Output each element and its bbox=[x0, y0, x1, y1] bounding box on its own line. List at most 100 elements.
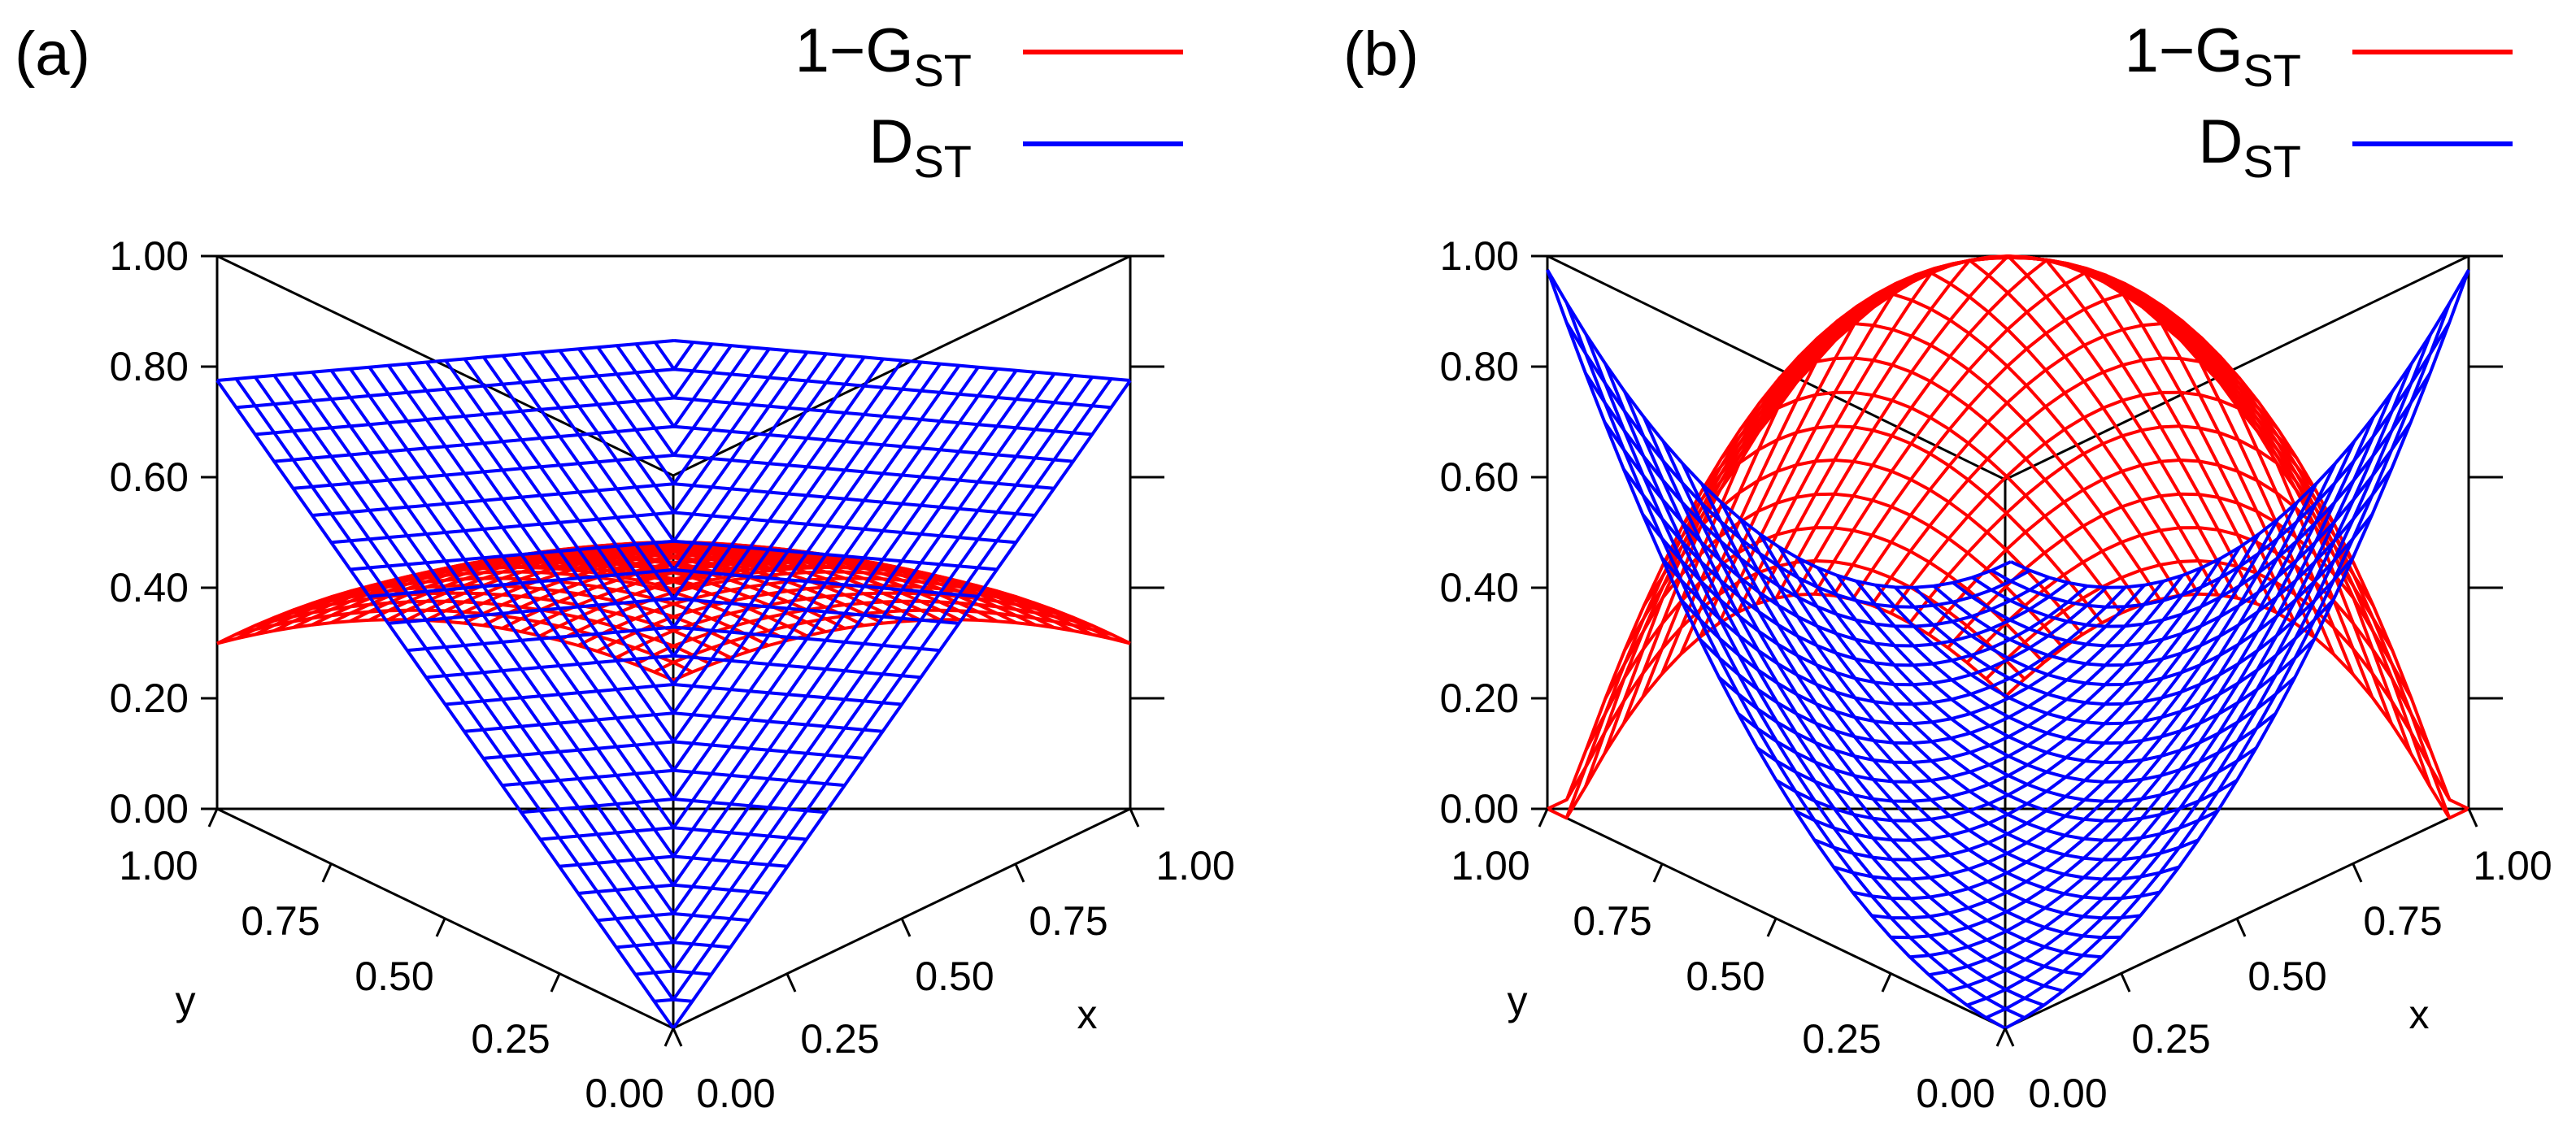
mesh-line-gst bbox=[615, 591, 1074, 659]
panel-label: (b) bbox=[1343, 20, 1419, 89]
x-axis-label: x bbox=[1077, 992, 1098, 1037]
z-tick-label: 1.00 bbox=[110, 233, 189, 279]
mesh-line-gst bbox=[216, 566, 675, 645]
z-tick-2: 0.40 bbox=[110, 565, 1164, 610]
z-tick-1: 0.20 bbox=[1440, 676, 2503, 721]
mesh-line-dst bbox=[1717, 574, 2184, 764]
y-axis-label: y bbox=[176, 978, 196, 1023]
mesh-line-dst bbox=[1928, 390, 2395, 977]
mesh-line-dst bbox=[1795, 532, 2261, 842]
mesh-line-dst bbox=[1546, 268, 2012, 589]
mesh-line-gst bbox=[1812, 271, 2279, 595]
mesh-line-dst bbox=[1833, 502, 2299, 881]
mesh-line-gst bbox=[1832, 292, 2299, 597]
mesh-line-dst bbox=[216, 339, 675, 382]
mesh-line-dst bbox=[1852, 483, 2318, 901]
mesh-line-dst bbox=[445, 359, 904, 706]
mesh-line-gst bbox=[1889, 390, 2356, 615]
mesh-line-dst bbox=[1985, 302, 2452, 1019]
mesh-line-dst bbox=[425, 358, 885, 680]
z-tick-label: 0.00 bbox=[110, 786, 189, 832]
mesh-line-dst bbox=[236, 341, 695, 410]
mesh-line-gst bbox=[1870, 356, 2337, 606]
mesh-line-dst bbox=[559, 369, 1018, 868]
mesh-line-dst bbox=[1909, 416, 2375, 959]
mesh-line-dst bbox=[407, 356, 866, 653]
mesh-line-dst bbox=[1564, 321, 2031, 609]
z-tick-2: 0.40 bbox=[1440, 565, 2503, 610]
mesh-line-dst bbox=[2004, 269, 2470, 1030]
mesh-line-dst bbox=[1871, 463, 2337, 920]
mesh-line-dst bbox=[1603, 421, 2069, 648]
mesh-line-gst bbox=[254, 556, 713, 637]
mesh-line-dst bbox=[502, 364, 961, 788]
legend-label-dst: DST bbox=[2199, 107, 2301, 187]
z-tick-label: 0.60 bbox=[1440, 454, 1519, 500]
z-tick-4: 0.80 bbox=[1440, 344, 2503, 389]
mesh-line-dst bbox=[388, 354, 847, 625]
y-tick-label: 1.00 bbox=[1451, 843, 1530, 889]
surface-layer bbox=[215, 339, 1132, 1030]
z-tick-label: 1.00 bbox=[1440, 233, 1519, 279]
z-tick-0: 0.00 bbox=[110, 786, 1164, 832]
x-tick-label: 1.00 bbox=[1155, 843, 1234, 889]
mesh-line-dst bbox=[273, 344, 733, 463]
mesh-line-dst bbox=[1679, 584, 2146, 726]
mesh-line-dst bbox=[350, 351, 809, 571]
mesh-line-gst bbox=[235, 560, 694, 641]
mesh-line-dst bbox=[272, 374, 731, 949]
y-tick-label: 0.25 bbox=[1802, 1016, 1881, 1062]
mesh-line-dst bbox=[1756, 557, 2222, 803]
y-axis-label: y bbox=[1508, 978, 1528, 1023]
x-tick-label: 0.25 bbox=[800, 1016, 879, 1062]
surface-gst bbox=[1547, 254, 2469, 820]
surface-layer bbox=[1546, 254, 2470, 1030]
mesh-line-dst bbox=[520, 366, 980, 815]
x-tick-label: 0.75 bbox=[1029, 898, 1107, 944]
x-axis: 0.00 0.25 0.50 0.75 1.00 x bbox=[2004, 808, 2552, 1116]
x-tick-label: 0.00 bbox=[696, 1071, 775, 1116]
y-tick-label: 1.00 bbox=[119, 843, 198, 889]
x-axis: 0.00 0.25 0.50 0.75 1.00 x bbox=[672, 808, 1235, 1116]
mesh-line-dst bbox=[255, 342, 714, 437]
mesh-line-dst bbox=[1737, 567, 2204, 784]
y-tick-label: 0.50 bbox=[355, 954, 433, 999]
surface-dst bbox=[215, 339, 1132, 1030]
mesh-line-dst bbox=[331, 350, 790, 545]
z-tick-label: 0.20 bbox=[110, 676, 189, 721]
mesh-line-dst bbox=[1775, 545, 2242, 823]
panel-b: (b) 1−GST DST 0.00 0.20 0.40 0.60 0.80 1… bbox=[1343, 16, 2552, 1116]
mesh-line-dst bbox=[1891, 441, 2356, 940]
mesh-line-gst bbox=[2004, 592, 2469, 820]
z-tick-5: 1.00 bbox=[110, 233, 1164, 279]
mesh-line-dst bbox=[540, 367, 999, 841]
legend: 1−GST DST bbox=[795, 16, 1183, 187]
x-tick-label: 0.00 bbox=[2028, 1071, 2107, 1116]
mesh-line-dst bbox=[577, 348, 1036, 517]
mesh-line-dst bbox=[616, 374, 1075, 949]
panel-a: (a) 1−GST DST 0.00 0.20 0.40 0.60 0.80 1… bbox=[15, 16, 1235, 1116]
mesh-line-dst bbox=[597, 372, 1056, 923]
mesh-line-dst bbox=[1813, 518, 2280, 862]
x-tick-label: 0.75 bbox=[2363, 898, 2442, 944]
mesh-line-gst bbox=[1794, 259, 2261, 596]
legend-label-dst: DST bbox=[869, 107, 972, 187]
y-tick-label: 0.75 bbox=[1573, 898, 1651, 944]
z-axis: 0.00 0.20 0.40 0.60 0.80 1.00 bbox=[110, 233, 1164, 832]
mesh-line-gst bbox=[653, 608, 1112, 674]
mesh-line-gst bbox=[1908, 424, 2375, 624]
y-tick-label: 0.25 bbox=[471, 1016, 550, 1062]
legend: 1−GST DST bbox=[2125, 16, 2513, 187]
mesh-line-dst bbox=[1947, 363, 2413, 993]
mesh-line-dst bbox=[1584, 372, 2050, 628]
mesh-line-dst bbox=[463, 361, 923, 733]
z-tick-label: 0.80 bbox=[1440, 344, 1519, 389]
z-tick-label: 0.40 bbox=[110, 565, 189, 610]
y-tick-label: 0.00 bbox=[585, 1071, 664, 1116]
z-tick-5: 1.00 bbox=[1440, 233, 2503, 279]
mesh-line-gst bbox=[1547, 256, 2012, 810]
z-tick-4: 0.80 bbox=[110, 344, 1164, 389]
mesh-line-dst bbox=[311, 371, 769, 895]
mesh-line-gst bbox=[1965, 526, 2432, 751]
